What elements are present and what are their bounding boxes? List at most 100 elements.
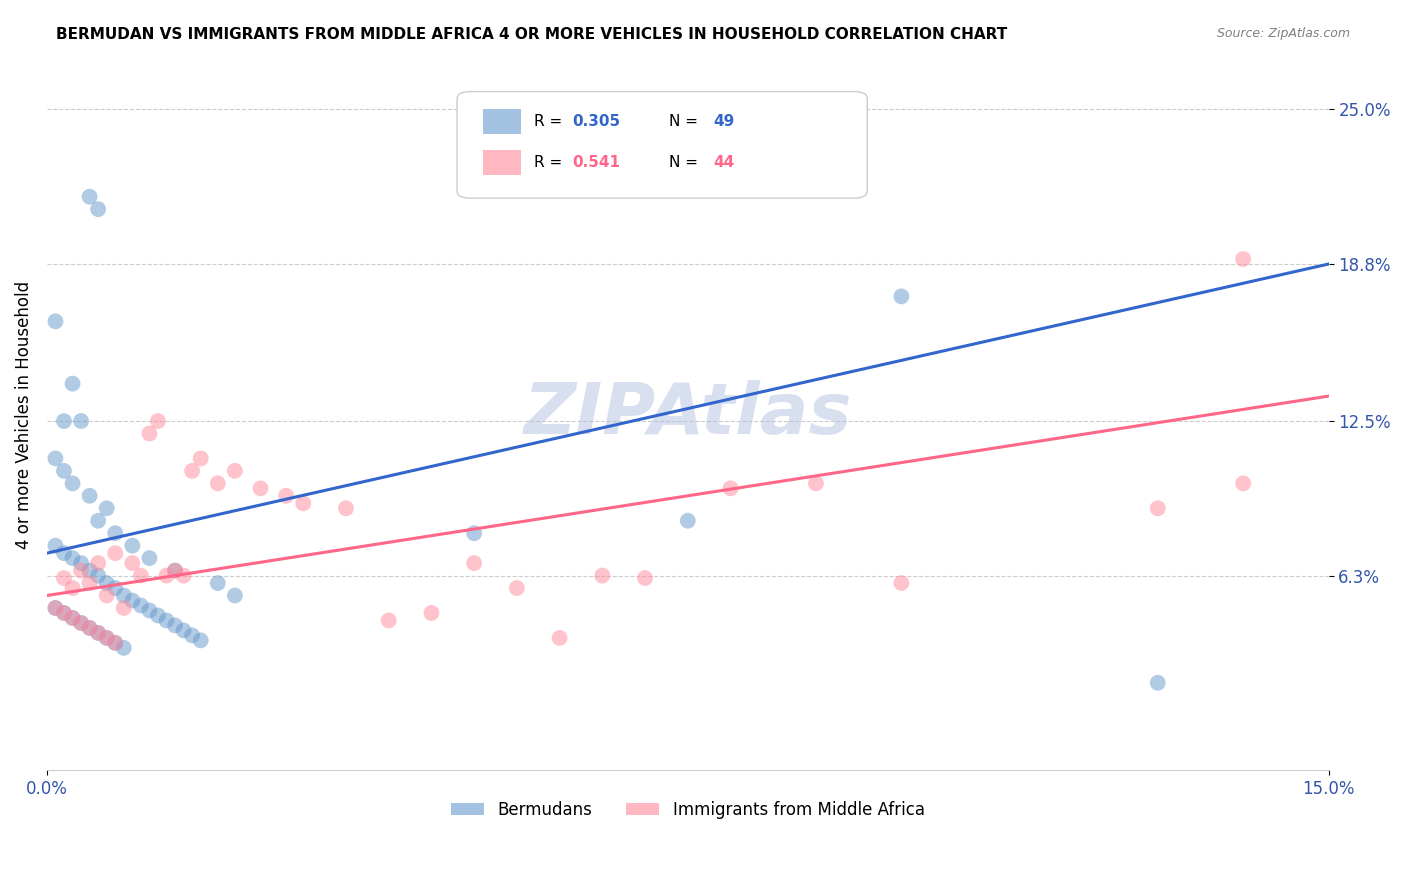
Point (104, 546, 127, 560)
Point (96, 501, 118, 516)
FancyBboxPatch shape (482, 150, 522, 176)
Point (112, 640, 135, 655)
Point (79, 564, 101, 578)
Point (634, 571, 657, 585)
Point (96, 576, 118, 591)
Point (276, 489, 298, 503)
Point (190, 633, 212, 648)
Point (104, 636, 127, 650)
Y-axis label: 4 or more Vehicles in Household: 4 or more Vehicles in Household (15, 281, 32, 549)
Text: ZIPAtlas: ZIPAtlas (523, 380, 852, 450)
Point (104, 526, 127, 541)
Point (112, 589, 135, 603)
Point (87, 568, 110, 582)
Point (79, 489, 101, 503)
Point (1146, 501, 1168, 516)
Point (79, 576, 101, 591)
Text: 49: 49 (713, 114, 735, 129)
Point (112, 601, 135, 615)
Point (53, 414, 76, 428)
Point (207, 476, 229, 491)
Point (70, 414, 93, 428)
Point (224, 464, 246, 478)
Point (146, 414, 169, 428)
Point (79, 621, 101, 635)
Text: 0.541: 0.541 (572, 155, 620, 170)
Point (804, 476, 827, 491)
Point (62, 611, 84, 625)
Text: BERMUDAN VS IMMIGRANTS FROM MIDDLE AFRICA 4 OR MORE VEHICLES IN HOUSEHOLD CORREL: BERMUDAN VS IMMIGRANTS FROM MIDDLE AFRIC… (56, 27, 1008, 42)
Text: 44: 44 (713, 155, 735, 170)
Legend: Bermudans, Immigrants from Middle Africa: Bermudans, Immigrants from Middle Africa (444, 794, 931, 826)
Point (104, 636, 127, 650)
Point (62, 551, 84, 566)
Point (104, 581, 127, 595)
Point (87, 556, 110, 570)
Point (173, 568, 195, 582)
Point (96, 589, 118, 603)
Point (181, 628, 204, 642)
Point (463, 556, 485, 570)
Point (890, 289, 912, 303)
Point (44, 601, 66, 615)
Point (1232, 252, 1254, 266)
Point (96, 631, 118, 645)
Point (79, 190, 101, 204)
Point (44, 314, 66, 328)
Point (62, 581, 84, 595)
Point (44, 601, 66, 615)
Point (676, 514, 699, 528)
Point (506, 581, 529, 595)
Point (138, 426, 160, 441)
Point (70, 615, 93, 630)
Point (96, 631, 118, 645)
Point (53, 606, 76, 620)
Point (207, 576, 229, 591)
Point (44, 451, 66, 466)
Point (292, 496, 315, 510)
Point (420, 606, 443, 620)
Point (155, 568, 177, 582)
Text: 0.305: 0.305 (572, 114, 620, 129)
Point (165, 564, 187, 578)
Point (591, 568, 613, 582)
Point (181, 464, 204, 478)
Point (335, 501, 357, 516)
Point (224, 589, 246, 603)
Point (249, 481, 271, 495)
Point (463, 526, 485, 541)
Text: R =: R = (534, 114, 567, 129)
Point (146, 608, 169, 623)
Point (121, 556, 143, 570)
FancyBboxPatch shape (457, 92, 868, 198)
Point (720, 481, 742, 495)
Point (165, 618, 187, 632)
Point (53, 464, 76, 478)
Point (62, 611, 84, 625)
Text: N =: N = (668, 114, 703, 129)
Text: R =: R = (534, 155, 567, 170)
Point (121, 593, 143, 607)
Point (129, 568, 152, 582)
Point (53, 546, 76, 560)
Point (62, 476, 84, 491)
Point (1146, 675, 1168, 690)
Point (1232, 476, 1254, 491)
Text: N =: N = (668, 155, 703, 170)
Point (62, 376, 84, 391)
Point (121, 539, 143, 553)
Point (70, 556, 93, 570)
Point (53, 571, 76, 585)
Point (70, 615, 93, 630)
Point (87, 202, 110, 216)
Point (129, 599, 152, 613)
Point (44, 539, 66, 553)
Point (138, 603, 160, 617)
FancyBboxPatch shape (482, 109, 522, 134)
Point (155, 614, 177, 628)
Point (87, 626, 110, 640)
Text: Source: ZipAtlas.com: Source: ZipAtlas.com (1216, 27, 1350, 40)
Point (70, 564, 93, 578)
Point (890, 576, 912, 591)
Point (173, 624, 195, 638)
